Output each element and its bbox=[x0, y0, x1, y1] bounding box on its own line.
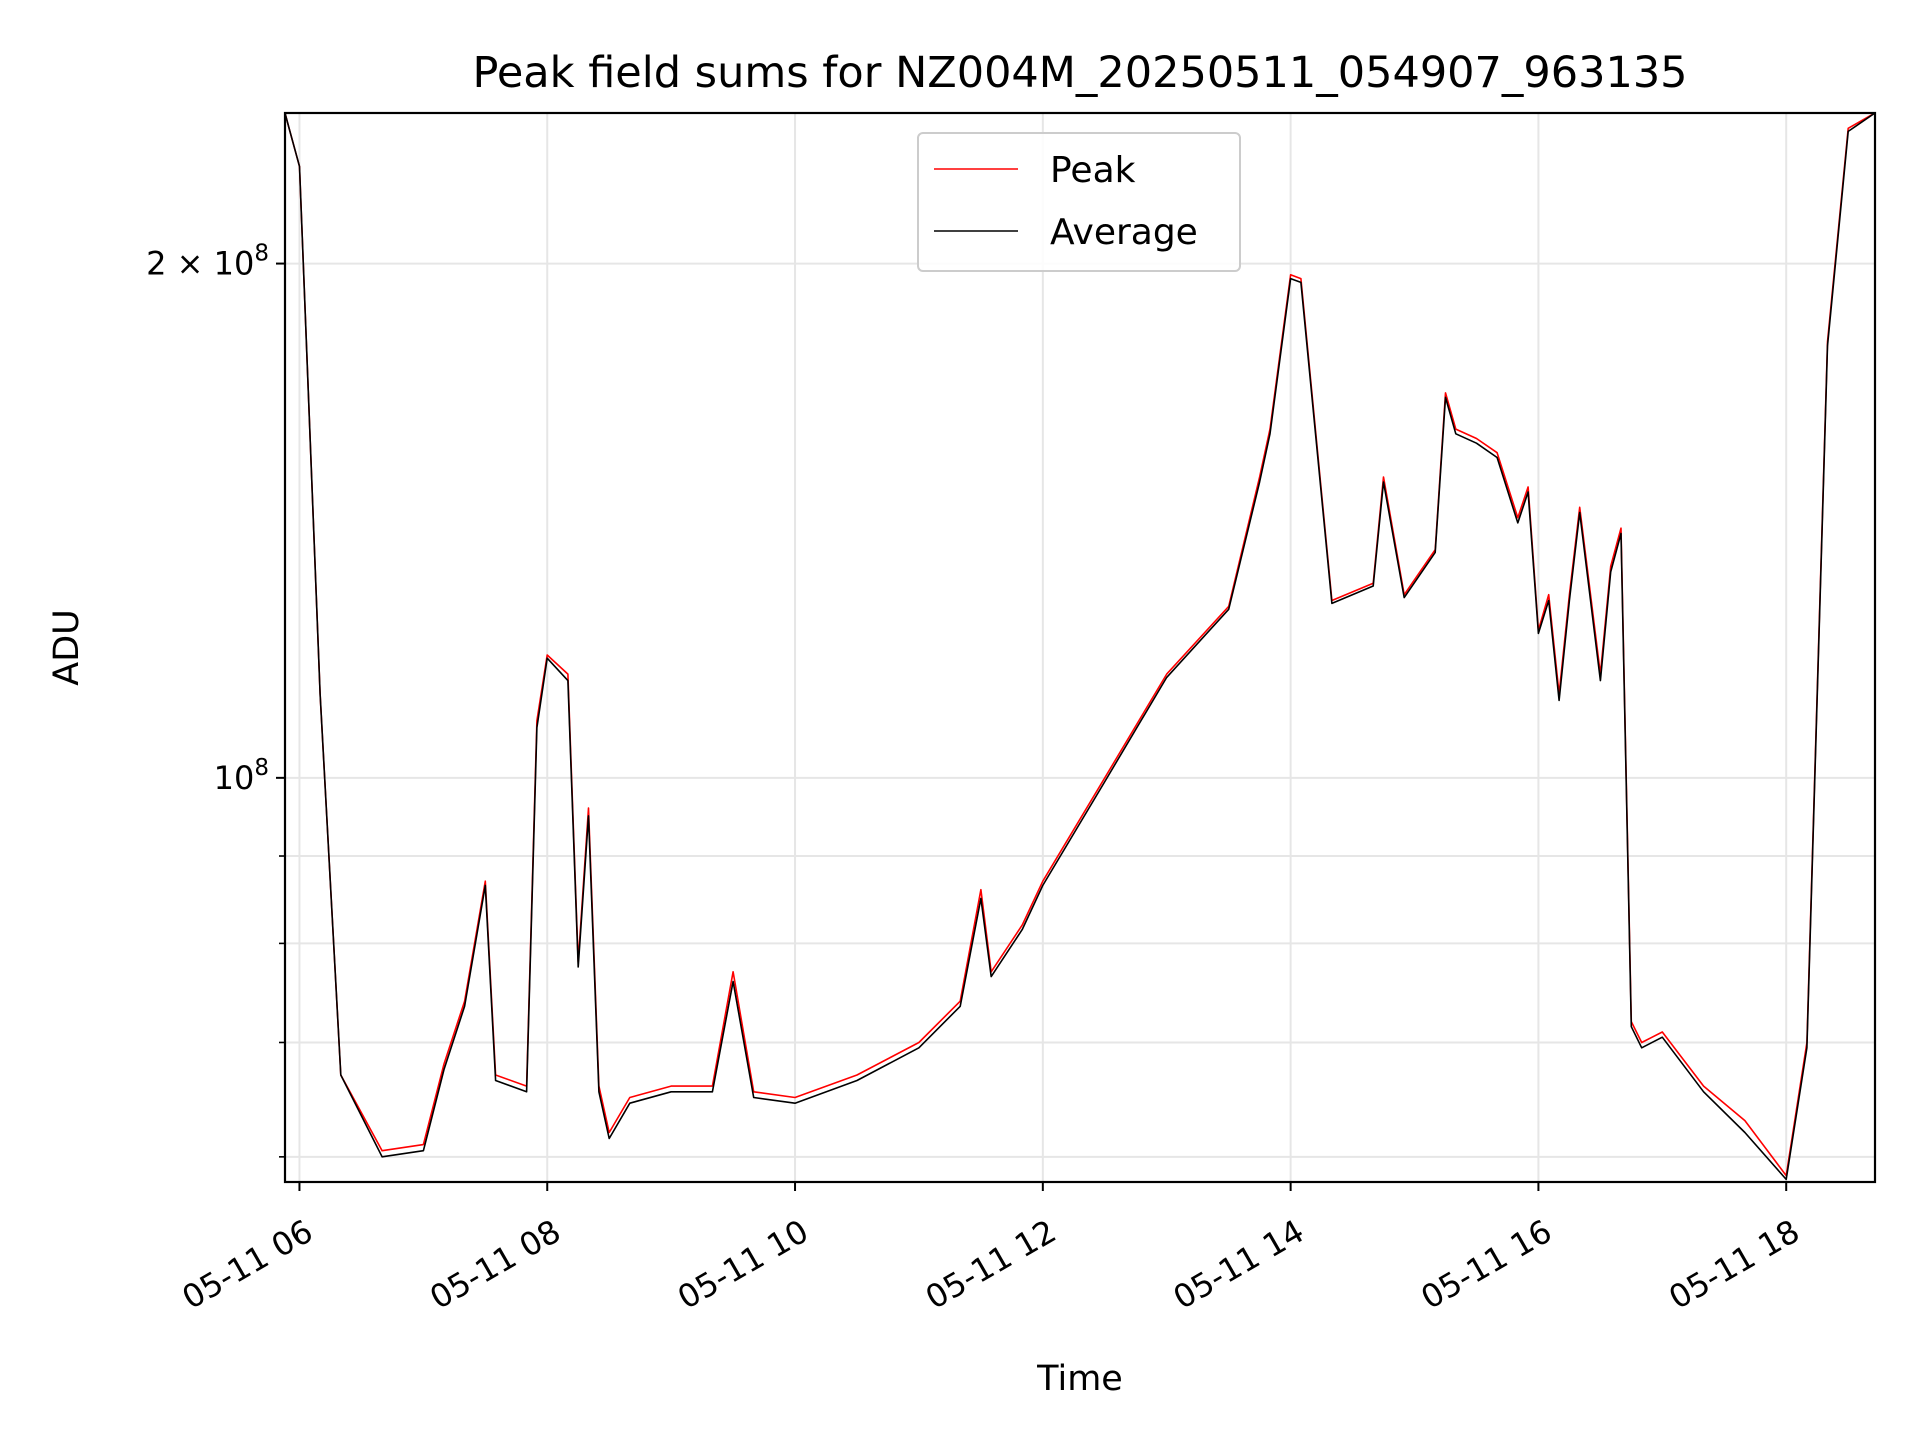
y-tick-label: 2 × 108 bbox=[146, 241, 269, 283]
series-layer bbox=[284, 112, 1876, 1181]
plot-frame bbox=[283, 111, 1877, 1184]
grid bbox=[285, 113, 1875, 1182]
legend: Peak Average bbox=[917, 132, 1241, 272]
legend-label-average: Average bbox=[1050, 212, 1198, 253]
y-tick-label: 108 bbox=[214, 755, 269, 797]
chart-title: Peak field sums for NZ004M_20250511_0549… bbox=[472, 48, 1687, 98]
y-axis-title: ADU bbox=[47, 609, 87, 686]
series-line-average bbox=[284, 112, 1876, 1181]
legend-box bbox=[917, 132, 1241, 272]
legend-label-peak: Peak bbox=[1050, 150, 1136, 191]
x-axis-title: Time bbox=[1036, 1359, 1123, 1399]
